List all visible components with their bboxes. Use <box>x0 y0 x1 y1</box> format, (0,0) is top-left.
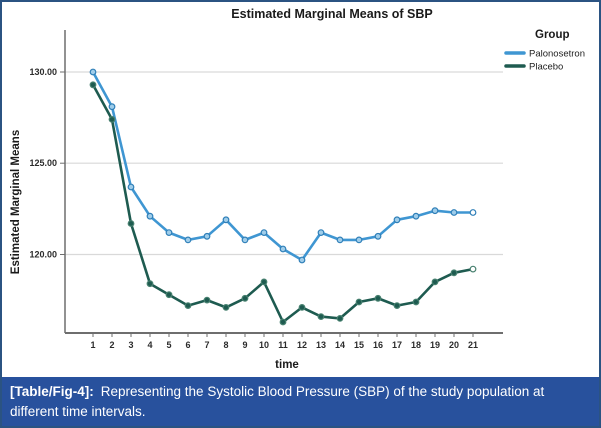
x-tick-label: 10 <box>259 340 269 350</box>
legend: Group Palonosetron Placebo <box>504 29 585 73</box>
y-tick-label: 130.00 <box>29 67 57 77</box>
data-point <box>165 291 173 299</box>
data-point <box>336 315 344 322</box>
x-tick-label: 18 <box>411 340 421 350</box>
data-point <box>222 216 230 224</box>
x-tick-label: 13 <box>316 340 326 350</box>
data-point <box>393 302 401 310</box>
x-tick-label: 3 <box>128 340 133 350</box>
x-axis-title: time <box>275 359 299 371</box>
data-point <box>355 236 363 244</box>
data-point <box>317 313 325 321</box>
data-point <box>184 236 192 244</box>
data-point <box>279 245 287 253</box>
data-point <box>469 209 477 216</box>
data-point <box>317 229 325 237</box>
data-point <box>431 278 439 286</box>
data-point <box>450 269 458 277</box>
data-point <box>146 280 154 288</box>
x-tick-label: 6 <box>185 340 190 350</box>
data-point <box>89 81 97 89</box>
x-tick-label: 2 <box>109 340 114 350</box>
data-point <box>108 115 116 123</box>
y-tick-label: 120.00 <box>29 250 57 260</box>
data-point <box>146 212 154 220</box>
x-tick-label: 14 <box>335 340 345 350</box>
data-point <box>412 212 420 220</box>
caption-label: [Table/Fig-4]: <box>10 384 94 399</box>
legend-label-placebo: Placebo <box>529 62 563 73</box>
data-point <box>374 294 382 302</box>
x-tick-label: 1 <box>90 340 95 350</box>
data-point <box>298 304 306 311</box>
data-point <box>450 209 458 216</box>
x-tick-label: 17 <box>392 340 402 350</box>
data-point <box>165 229 173 237</box>
x-tick-label: 19 <box>430 340 440 350</box>
x-tick-label: 21 <box>468 340 478 350</box>
x-tick-label: 20 <box>449 340 459 350</box>
x-tick-label: 8 <box>223 340 228 350</box>
data-point <box>222 304 230 311</box>
data-point <box>431 207 439 215</box>
x-tick-label: 7 <box>204 340 209 350</box>
smm-line-chart: Estimated Marginal Means of SBP Estimate… <box>10 7 585 371</box>
x-tick-label: 4 <box>147 340 152 350</box>
x-tick-label: 15 <box>354 340 364 350</box>
chart-title: Estimated Marginal Means of SBP <box>231 7 432 21</box>
data-point <box>374 232 382 240</box>
x-tick-label: 11 <box>278 340 288 350</box>
data-point <box>203 296 211 304</box>
data-point <box>336 236 344 244</box>
data-point <box>241 294 249 302</box>
x-tick-label: 12 <box>297 340 307 350</box>
x-tick-label: 5 <box>166 340 171 350</box>
data-point <box>260 278 268 286</box>
x-tick-label: 9 <box>242 340 247 350</box>
data-point <box>184 302 192 310</box>
data-point <box>89 68 97 76</box>
data-point <box>260 229 268 237</box>
data-point <box>127 183 135 191</box>
data-point <box>203 232 211 240</box>
caption-text: Representing the Systolic Blood Pressure… <box>10 384 545 419</box>
x-tick-label: 16 <box>373 340 383 350</box>
legend-title: Group <box>535 29 570 41</box>
y-tick-label: 125.00 <box>29 158 57 168</box>
data-point <box>108 103 116 111</box>
data-point <box>393 216 401 224</box>
series-line-palonosetron <box>91 70 475 262</box>
figure-caption: [Table/Fig-4]: Representing the Systolic … <box>2 377 599 426</box>
data-point <box>412 298 420 306</box>
data-point <box>298 256 306 264</box>
data-point <box>355 298 363 306</box>
y-axis-title: Estimated Marginal Means <box>10 130 22 274</box>
data-point <box>241 236 249 244</box>
legend-label-palonosetron: Palonosetron <box>529 49 585 60</box>
data-point <box>127 220 135 227</box>
data-point <box>279 318 287 326</box>
data-point <box>469 265 477 273</box>
